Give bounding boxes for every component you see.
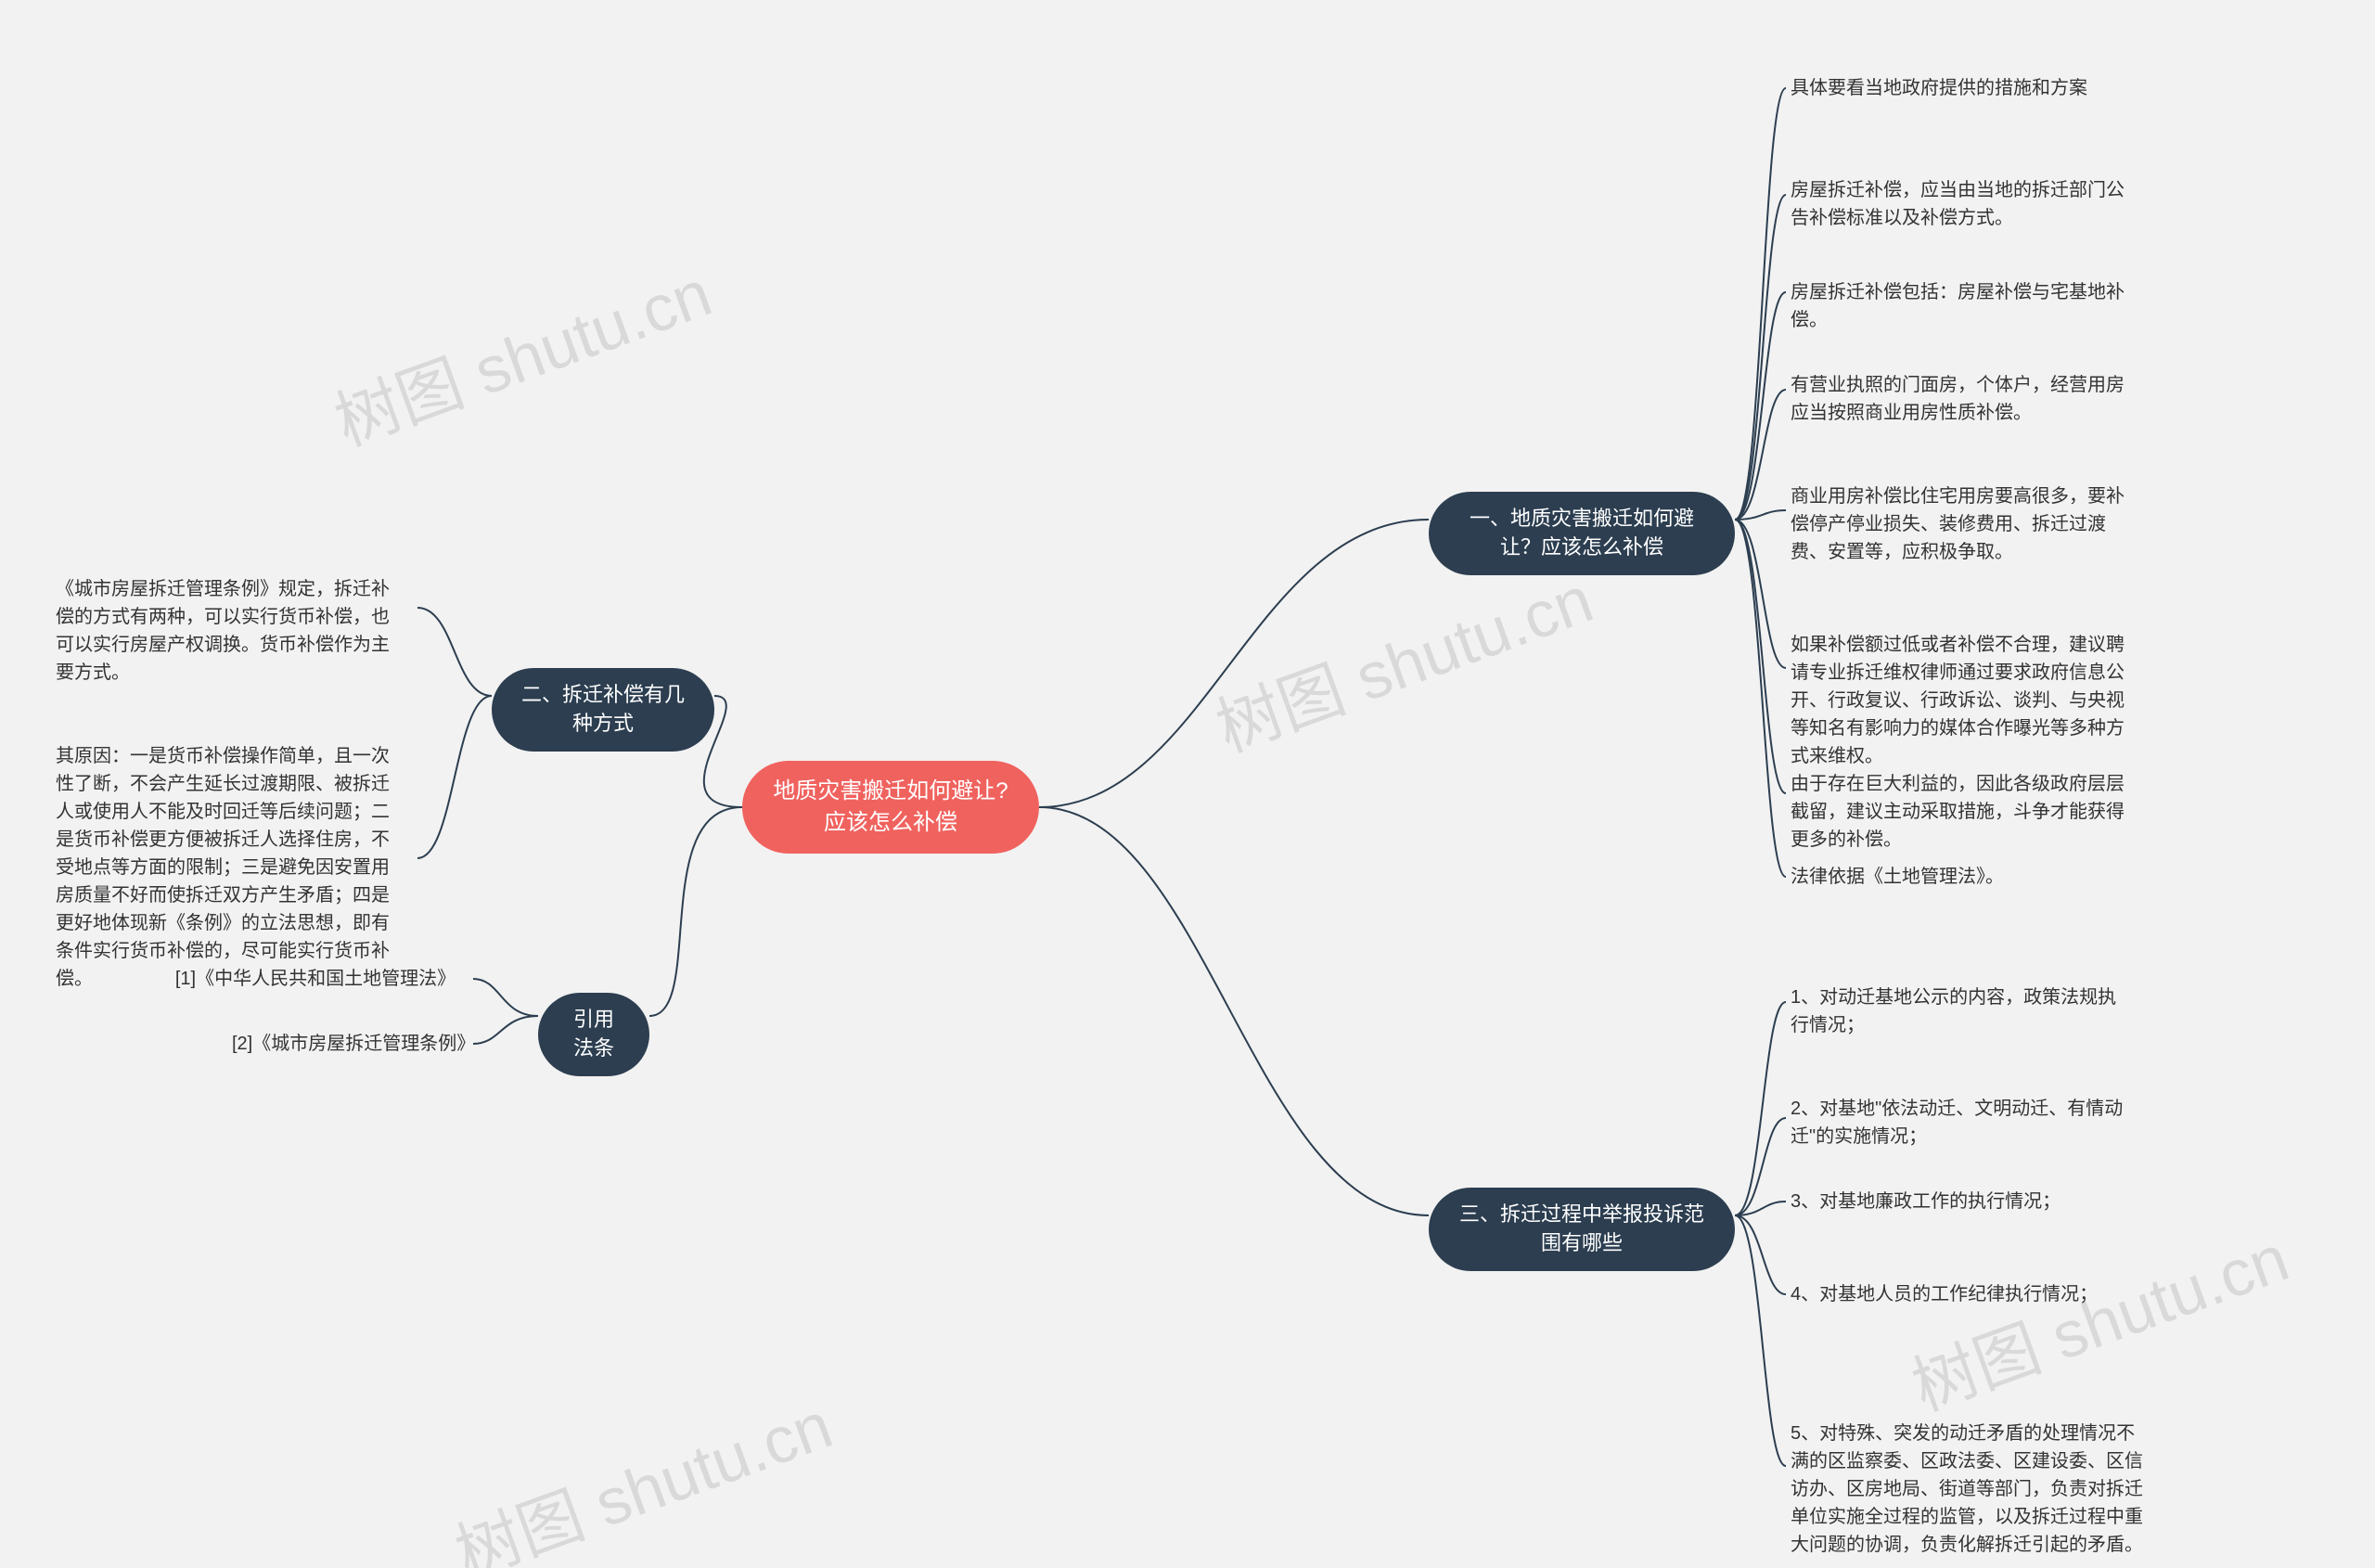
branch-label: 引用法条	[564, 1006, 623, 1063]
leaf-b2-1: 其原因：一是货币补偿操作简单，且一次性了断，不会产生延长过渡期限、被拆迁人或使用…	[56, 742, 390, 993]
leaf-b3-2: 3、对基地廉政工作的执行情况；	[1791, 1188, 2060, 1215]
watermark: 树图 shutu.cn	[1898, 1207, 2300, 1430]
watermark: 树图 shutu.cn	[321, 242, 723, 465]
leaf-b1-7: 法律依据《土地管理法》。	[1791, 863, 2004, 891]
branch-2[interactable]: 二、拆迁补偿有几种方式	[492, 668, 714, 752]
leaf-b1-2: 房屋拆迁补偿包括：房屋补偿与宅基地补偿。	[1791, 278, 2125, 334]
branch-label: 三、拆迁过程中举报投诉范围有哪些	[1455, 1201, 1709, 1258]
branch-1[interactable]: 一、地质灾害搬迁如何避让？应该怎么补偿	[1429, 492, 1735, 575]
leaf-b1-4: 商业用房补偿比住宅用房要高很多，要补偿停产停业损失、装修费用、拆迁过渡费、安置等…	[1791, 482, 2125, 566]
leaf-b4-0: [1]《中华人民共和国土地管理法》	[158, 965, 473, 993]
branch-label: 二、拆迁补偿有几种方式	[518, 681, 688, 739]
leaf-b3-3: 4、对基地人员的工作纪律执行情况；	[1791, 1280, 2098, 1308]
leaf-b1-5: 如果补偿额过低或者补偿不合理，建议聘请专业拆迁维权律师通过要求政府信息公开、行政…	[1791, 631, 2125, 770]
leaf-b1-0: 具体要看当地政府提供的措施和方案	[1791, 74, 2087, 102]
leaf-b3-1: 2、对基地"依法动迁、文明动迁、有情动迁"的实施情况；	[1791, 1095, 2125, 1150]
leaf-b3-4: 5、对特殊、突发的动迁矛盾的处理情况不满的区监察委、区政法委、区建设委、区信访办…	[1791, 1420, 2143, 1559]
watermark: 树图 shutu.cn	[1202, 548, 1604, 771]
leaf-b1-3: 有营业执照的门面房，个体户，经营用房应当按照商业用房性质补偿。	[1791, 371, 2125, 427]
leaf-b1-1: 房屋拆迁补偿，应当由当地的拆迁部门公告补偿标准以及补偿方式。	[1791, 176, 2125, 232]
root-label: 地质灾害搬迁如何避让?应该怎么补偿	[764, 776, 1017, 838]
branch-4[interactable]: 引用法条	[538, 993, 649, 1076]
root-node[interactable]: 地质灾害搬迁如何避让?应该怎么补偿	[742, 761, 1039, 854]
leaf-b2-0: 《城市房屋拆迁管理条例》规定，拆迁补偿的方式有两种，可以实行货币补偿，也可以实行…	[56, 575, 390, 687]
mindmap-canvas: 树图 shutu.cn 树图 shutu.cn 树图 shutu.cn 树图 s…	[0, 0, 2375, 1568]
leaf-b3-0: 1、对动迁基地公示的内容，政策法规执行情况；	[1791, 983, 2125, 1039]
leaf-b4-1: [2]《城市房屋拆迁管理条例》	[232, 1030, 473, 1058]
branch-label: 一、地质灾害搬迁如何避让？应该怎么补偿	[1455, 505, 1709, 562]
branch-3[interactable]: 三、拆迁过程中举报投诉范围有哪些	[1429, 1188, 1735, 1271]
leaf-b1-6: 由于存在巨大利益的，因此各级政府层层截留，建议主动采取措施，斗争才能获得更多的补…	[1791, 770, 2125, 854]
watermark: 树图 shutu.cn	[442, 1374, 843, 1568]
